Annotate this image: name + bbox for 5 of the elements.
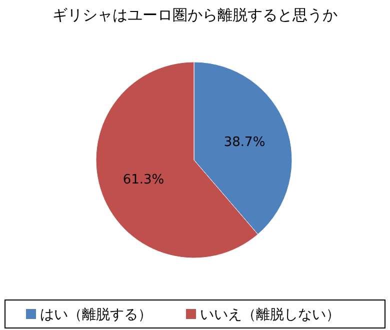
chart-title: ギリシャはユーロ圏から離脱すると思うか (52, 6, 338, 24)
legend-label: いいえ（離脱しない） (200, 306, 340, 323)
legend-label: はい（離脱する） (40, 306, 152, 323)
data-label: 61.3% (122, 172, 164, 188)
data-label: 38.7% (224, 134, 266, 150)
